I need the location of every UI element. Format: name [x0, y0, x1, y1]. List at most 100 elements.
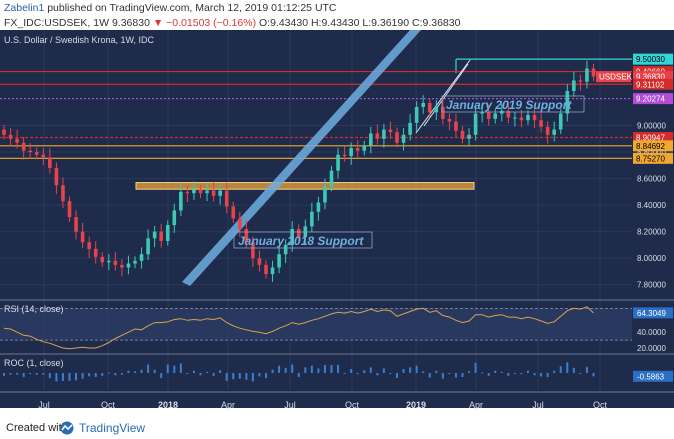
roc-bar: [42, 373, 45, 375]
candle: [578, 80, 583, 82]
roc-bar: [527, 370, 529, 373]
candle: [473, 113, 478, 135]
roc-bar: [559, 366, 562, 373]
roc-bar: [572, 367, 575, 373]
roc-bar: [219, 370, 222, 373]
price-label-text: 9.20274: [636, 95, 665, 104]
candle: [460, 130, 465, 139]
candle: [375, 133, 380, 139]
roc-bar: [540, 373, 543, 377]
price-tick-label: 8.80000: [637, 148, 666, 157]
january-2018-support-band: [182, 30, 421, 286]
roc-bar: [323, 365, 326, 373]
price-label-box: [633, 71, 673, 83]
price-label-text: 8.84692: [636, 142, 665, 151]
time-tick-label: Jul: [38, 400, 50, 410]
publisher-name[interactable]: Zabelin1: [4, 2, 45, 14]
roc-bar: [310, 365, 313, 373]
price-label-text: 8.90947: [636, 134, 665, 143]
candle: [251, 242, 255, 259]
price-change: −0.01503 (−0.16%): [166, 17, 257, 29]
roc-bar: [317, 368, 320, 373]
roc-bar: [500, 371, 503, 373]
roc-bar: [474, 362, 477, 373]
roc-bar: [61, 373, 64, 381]
roc-bar: [179, 363, 182, 373]
roc-bar: [520, 373, 523, 375]
candle: [159, 231, 163, 241]
publish-info: Zabelin1 published on TradingView.com, M…: [4, 2, 337, 14]
candle: [231, 206, 236, 219]
candle: [146, 238, 150, 255]
roc-bar: [225, 373, 228, 381]
roc-bar: [206, 371, 209, 373]
support-lines: [182, 30, 471, 286]
footer: Created with TradingView: [0, 418, 674, 439]
candle: [480, 112, 484, 114]
price-label-box: [633, 93, 673, 105]
roc-bar: [55, 373, 58, 382]
candle: [408, 122, 412, 135]
candle: [126, 263, 131, 268]
roc-bar: [409, 367, 412, 373]
price-axis: 9.00000 8.80000 8.60000 8.40000 8.20000 8.000…: [596, 53, 673, 382]
candle: [369, 133, 373, 146]
candle: [565, 91, 570, 114]
candle: [467, 134, 471, 139]
roc-value-text: -0.5863: [637, 372, 665, 381]
candle: [257, 258, 262, 265]
time-tick-label: Apr: [469, 400, 483, 410]
candle: [172, 210, 177, 226]
roc-bar: [245, 373, 248, 380]
chart-background: [0, 30, 632, 408]
roc-bar: [487, 373, 490, 376]
chart-area[interactable]: January 2018 Support January 2019 Support…: [0, 30, 674, 418]
candle: [395, 132, 399, 143]
chart-title: U.S. Dollar / Swedish Krona, 1W, IDC: [4, 35, 155, 45]
roc-bar: [304, 367, 307, 373]
roc-bar: [186, 373, 189, 374]
annotation-january-2018: January 2018 Support: [238, 234, 364, 248]
time-tick-label: Apr: [221, 400, 235, 410]
candle: [572, 80, 576, 92]
price-label-box: [633, 78, 673, 90]
candle: [336, 154, 340, 171]
candle: [283, 244, 288, 255]
candle: [382, 129, 386, 139]
candle: [316, 202, 321, 212]
candle: [349, 148, 353, 157]
price-tick-label: 8.20000: [637, 228, 666, 237]
candle: [185, 191, 190, 194]
roc-bar: [363, 370, 366, 373]
candle: [93, 248, 98, 257]
roc-bar: [468, 371, 471, 373]
candle: [192, 189, 196, 194]
roc-bar: [553, 370, 556, 373]
rsi-tick-label: 20.0000: [637, 344, 666, 353]
roc-bar: [153, 369, 156, 373]
price-label-text: 9.31102: [636, 80, 665, 89]
candle: [264, 264, 268, 275]
roc-bar: [389, 373, 392, 375]
time-axis: Jul Oct 2018 Apr Jul Oct 2019 Apr Jul Oct: [38, 400, 607, 410]
roc-bar: [402, 369, 405, 373]
candle: [28, 150, 32, 153]
roc-bar: [356, 373, 359, 375]
roc-bar: [35, 373, 38, 375]
time-tick-label: 2018: [158, 400, 178, 410]
roc-bar: [435, 370, 438, 373]
published-text: published on TradingView.com, March 12, …: [47, 2, 337, 14]
tradingview-brand[interactable]: TradingView: [79, 421, 146, 435]
symbol-tag-box: [596, 71, 631, 83]
roc-bar: [454, 373, 457, 378]
candle: [342, 154, 347, 157]
symbol-label: FX_IDC:USDSEK, 1W: [4, 17, 110, 29]
candle: [270, 267, 275, 275]
roc-bar: [533, 373, 536, 376]
roc-bar: [140, 369, 143, 373]
roc-bar: [330, 365, 333, 373]
annotation-box: [233, 231, 373, 249]
candle: [80, 231, 85, 243]
price-tick-label: 8.60000: [637, 175, 666, 184]
candle: [493, 113, 498, 119]
